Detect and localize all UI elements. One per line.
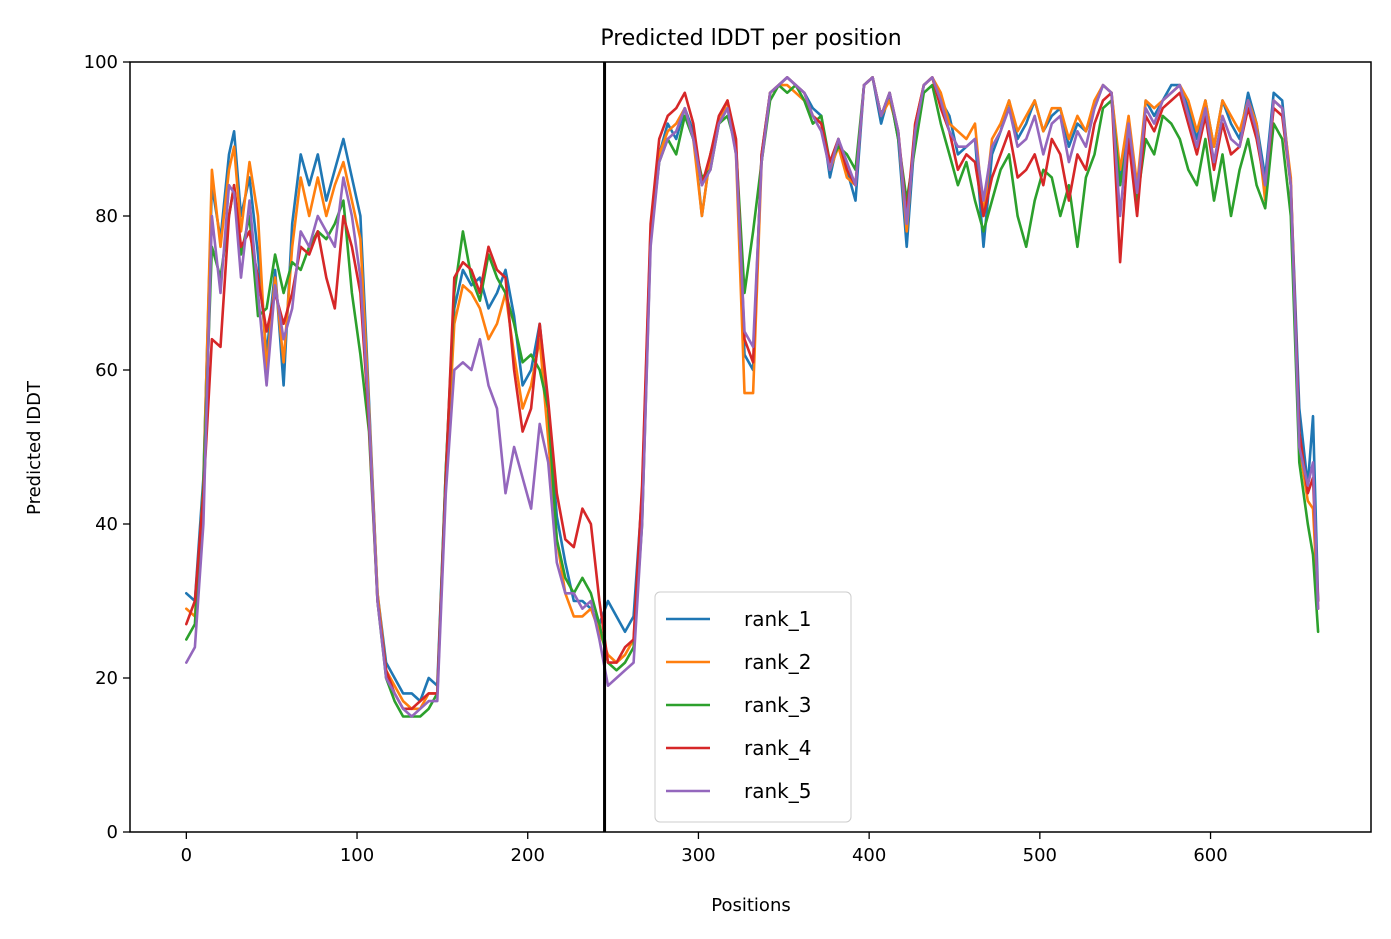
- legend-label-rank_3: rank_3: [744, 693, 811, 717]
- y-tick-label: 20: [95, 668, 118, 689]
- y-tick-label: 80: [95, 206, 118, 227]
- legend-label-rank_5: rank_5: [744, 779, 811, 803]
- legend-label-rank_2: rank_2: [744, 650, 811, 674]
- x-tick-label: 100: [340, 845, 374, 866]
- y-tick-label: 0: [107, 822, 118, 843]
- x-axis-label: Positions: [711, 895, 790, 916]
- series-line-rank_5: [185, 76, 1320, 718]
- legend-box: [654, 591, 852, 823]
- y-tick-label: 40: [95, 514, 118, 535]
- legend-label-rank_1: rank_1: [744, 607, 811, 631]
- chart-title: Predicted lDDT per position: [600, 26, 901, 51]
- y-tick-label: 60: [95, 360, 118, 381]
- legend-label-rank_4: rank_4: [744, 736, 811, 760]
- x-tick-label: 400: [852, 845, 886, 866]
- x-tick-label: 600: [1193, 845, 1227, 866]
- legend: rank_1 rank_2 rank_3 rank_4 rank_5: [654, 591, 852, 823]
- y-axis-label: Predicted lDDT: [24, 380, 45, 515]
- series-layer: [185, 76, 1320, 718]
- plot-frame: [129, 61, 1372, 833]
- x-tick-label: 0: [181, 845, 192, 866]
- x-tick-label: 200: [511, 845, 545, 866]
- x-tick-label: 300: [681, 845, 715, 866]
- x-tick-label: 500: [1023, 845, 1057, 866]
- y-tick-label: 100: [84, 52, 118, 73]
- axis-ticks: 0 100 200 300 400 500 600 0 20 40 60 80 100: [84, 52, 1228, 866]
